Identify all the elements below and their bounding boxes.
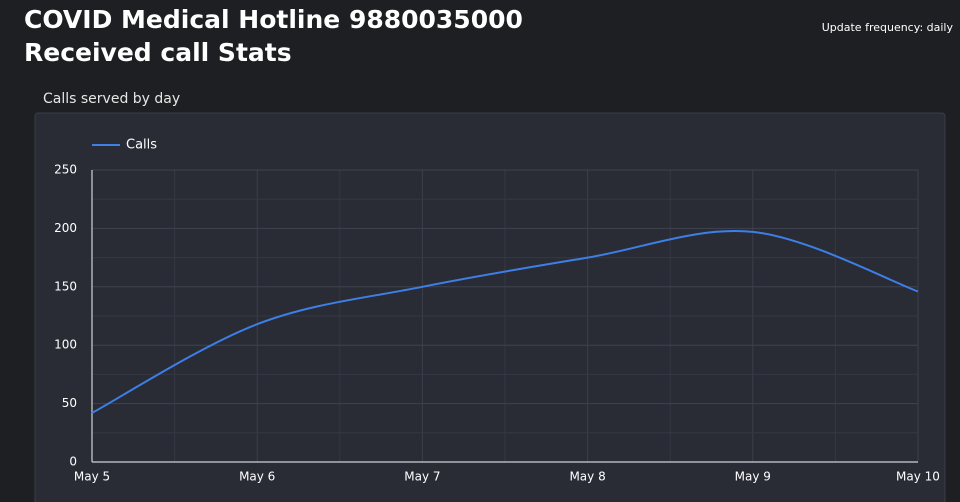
page-title: COVID Medical Hotline 9880035000 <box>24 5 523 34</box>
x-tick-label: May 8 <box>569 470 605 484</box>
y-tick-label: 0 <box>69 455 77 469</box>
chart-panel <box>34 112 946 502</box>
y-tick-label: 100 <box>54 338 77 352</box>
x-tick-label: May 5 <box>74 470 110 484</box>
y-tick-label: 50 <box>62 396 77 410</box>
chart-title: Calls served by day <box>43 91 180 107</box>
y-tick-label: 200 <box>54 221 77 235</box>
x-tick-label: May 10 <box>896 470 940 484</box>
y-tick-label: 150 <box>54 279 77 293</box>
legend-label: Calls <box>126 138 157 153</box>
x-tick-label: May 6 <box>239 470 275 484</box>
y-tick-label: 250 <box>54 163 77 177</box>
page-title: Received call Stats <box>24 38 292 67</box>
line-series <box>91 230 919 414</box>
x-tick-label: May 9 <box>735 470 771 484</box>
x-tick-label: May 7 <box>404 470 440 484</box>
update-frequency: Update frequency: daily <box>822 21 954 34</box>
